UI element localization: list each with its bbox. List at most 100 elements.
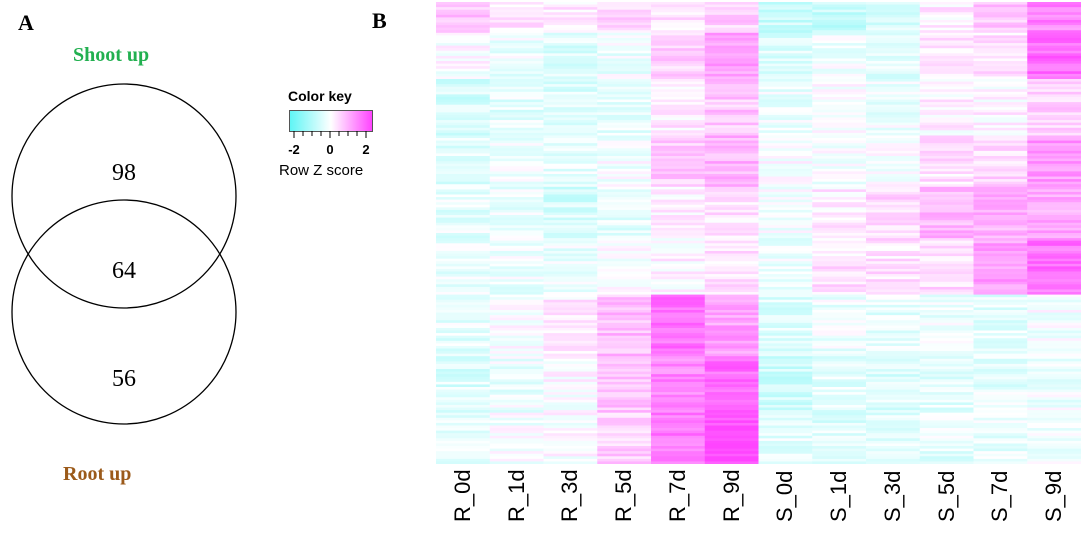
heatmap-cell [436, 68, 491, 72]
heatmap-cell [973, 91, 1028, 95]
heatmap-cell [758, 194, 813, 198]
heatmap-cell [973, 163, 1028, 167]
heatmap-cell [651, 317, 706, 321]
heatmap-cell [973, 394, 1028, 398]
heatmap-cell [436, 37, 491, 41]
heatmap-cell [436, 94, 491, 98]
heatmap-cell [973, 271, 1028, 275]
heatmap-cell [543, 340, 598, 344]
heatmap-cell [866, 343, 921, 347]
heatmap-cell [1027, 415, 1081, 419]
heatmap-cell [489, 322, 544, 326]
heatmap-cell [489, 307, 544, 311]
heatmap-cell [758, 245, 813, 249]
heatmap-cell [919, 199, 974, 203]
heatmap-cell [866, 312, 921, 316]
heatmap-cell [919, 143, 974, 147]
heatmap-cell [1027, 176, 1081, 180]
heatmap-cell [973, 179, 1028, 183]
heatmap-cell [597, 191, 652, 195]
heatmap-cell [758, 17, 813, 21]
heatmap-cell [1027, 143, 1081, 147]
heatmap-cell [436, 212, 491, 216]
heatmap-cell [597, 202, 652, 206]
heatmap-cell [866, 389, 921, 393]
heatmap-cell [919, 125, 974, 129]
heatmap-cell [651, 43, 706, 47]
heatmap-cell [436, 176, 491, 180]
heatmap-cell [1027, 215, 1081, 218]
heatmap-cell [543, 96, 598, 100]
heatmap-cell [1027, 186, 1081, 190]
heatmap-cell [489, 299, 544, 303]
heatmap-cell [973, 435, 1028, 439]
heatmap-cell [973, 379, 1028, 383]
heatmap-cell [758, 158, 813, 162]
heatmap-cell [973, 138, 1028, 141]
heatmap-cell [758, 333, 813, 337]
heatmap-cell [436, 353, 491, 357]
heatmap-cell [758, 222, 813, 226]
heatmap-cell [651, 333, 706, 337]
heatmap-cell [543, 27, 598, 31]
heatmap-cell [1027, 335, 1081, 339]
heatmap-cell [973, 215, 1028, 218]
heatmap-cell [973, 171, 1028, 175]
heatmap-cell [866, 235, 921, 239]
heatmap-cell [704, 32, 759, 36]
heatmap-cell [651, 456, 706, 460]
heatmap-cell [758, 387, 813, 390]
heatmap-cell [1027, 433, 1081, 437]
heatmap-cell [597, 204, 652, 208]
heatmap-cell [436, 443, 491, 447]
color-key-tick-label: 0 [326, 142, 334, 157]
heatmap-cell [704, 55, 759, 59]
heatmap-cell [812, 371, 867, 375]
heatmap-cell [489, 181, 544, 185]
heatmap-cell [704, 410, 759, 414]
heatmap-cell [919, 179, 974, 183]
heatmap-cell [919, 230, 974, 234]
heatmap-cell [543, 7, 598, 11]
heatmap-cell [973, 312, 1028, 316]
heatmap-cell [489, 456, 544, 460]
heatmap-cell [973, 35, 1028, 39]
heatmap-cell [651, 458, 706, 462]
heatmap-cell [704, 132, 759, 136]
heatmap-cell [1027, 122, 1081, 126]
heatmap-cell [812, 145, 867, 149]
heatmap-cell [919, 274, 974, 278]
heatmap-cell [758, 145, 813, 149]
heatmap-cell [919, 325, 974, 329]
heatmap-cell [973, 191, 1028, 195]
heatmap-cell [489, 327, 544, 331]
heatmap-cell [866, 307, 921, 311]
heatmap-cell [1027, 35, 1081, 39]
heatmap-cell [651, 197, 706, 201]
heatmap-cell [1027, 37, 1081, 41]
heatmap-cell [812, 58, 867, 62]
heatmap-cell [597, 4, 652, 8]
heatmap-cell [704, 258, 759, 262]
heatmap-cell [704, 9, 759, 13]
heatmap-cell [704, 107, 759, 111]
heatmap-cell [489, 79, 544, 82]
heatmap-cell [973, 250, 1028, 254]
heatmap-cell [919, 438, 974, 442]
heatmap-cell [704, 89, 759, 93]
heatmap-cell [543, 348, 598, 352]
heatmap-cell [436, 48, 491, 52]
heatmap-cell [919, 281, 974, 285]
heatmap-cell [973, 284, 1028, 288]
heatmap-cell [973, 230, 1028, 234]
heatmap-cell [489, 194, 544, 198]
heatmap-cell [919, 48, 974, 52]
heatmap-cell [651, 148, 706, 152]
heatmap-cell [866, 422, 921, 426]
heatmap-cell [651, 345, 706, 349]
heatmap-cell [489, 379, 544, 383]
heatmap-cell [973, 109, 1028, 113]
heatmap-cell [543, 453, 598, 457]
heatmap-cell [597, 73, 652, 77]
heatmap-cell [489, 22, 544, 26]
